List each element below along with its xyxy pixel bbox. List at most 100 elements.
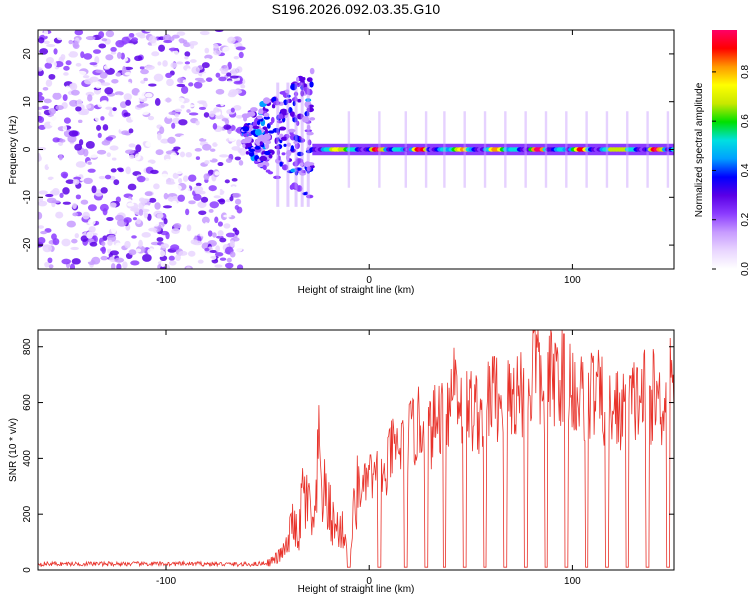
spectrogram-noise-blob <box>128 143 136 148</box>
spectrogram-noise-blob <box>127 202 135 207</box>
spectrogram-noise-blob <box>60 50 71 55</box>
spectrogram-noise-blob <box>124 240 131 249</box>
spectrogram-transition-blob <box>242 143 246 148</box>
spectrogram-noise-blob <box>67 134 77 143</box>
spectrogram-noise-blob <box>236 211 244 220</box>
spectrogram-noise-blob <box>185 208 190 216</box>
spectrogram-noise-blob <box>43 40 50 45</box>
spectrogram-noise-blob <box>156 237 164 242</box>
spectrogram-noise-blob <box>224 118 230 125</box>
spectrogram-noise-blob <box>98 43 107 49</box>
spectrogram-noise-blob <box>129 154 135 159</box>
spectrogram-noise-blob <box>212 122 218 130</box>
spectrogram-noise-blob <box>84 78 94 85</box>
spectrogram-transition-blob <box>263 116 270 120</box>
spectrogram-noise-blob <box>80 88 86 96</box>
spectrogram-noise-blob <box>199 30 210 36</box>
spectrogram-noise-blob <box>102 124 109 131</box>
spectrogram-noise-blob <box>197 201 207 209</box>
spectrogram-noise-blob <box>225 232 235 238</box>
spectrogram-transition-blob <box>282 109 286 116</box>
spectrogram-noise-blob <box>98 175 106 180</box>
spectrogram-noise-blob <box>173 223 182 229</box>
snr-series-line <box>38 330 674 568</box>
spectrogram-noise-blob <box>71 258 81 265</box>
spectrogram-transition-blob <box>242 126 250 132</box>
spectrogram-noise-blob <box>178 119 188 126</box>
spectrogram-noise-blob <box>106 152 111 158</box>
spectrogram-noise-blob <box>38 236 46 244</box>
spectrogram-noise-blob <box>157 113 164 118</box>
spectrogram-transition-blob <box>296 76 300 82</box>
spectrogram-noise-blob <box>38 37 45 44</box>
spectrogram-dropout-streak <box>544 111 548 188</box>
spectrogram-noise-blob <box>100 187 108 194</box>
spectrogram-noise-blob <box>136 175 146 183</box>
spectrogram-noise-blob <box>85 35 96 41</box>
spectrogram-noise-blob <box>94 56 100 65</box>
spectrogram-noise-blob <box>73 176 82 180</box>
spectrogram-noise-blob <box>70 246 79 251</box>
spectrogram-noise-blob <box>75 161 86 168</box>
snr-x-axis-label: Height of straight line (km) <box>298 584 415 595</box>
colorbar-tick-label: 0.8 <box>740 64 750 78</box>
spectrogram-noise-blob <box>47 163 58 168</box>
spectrogram-noise-blob <box>156 68 166 75</box>
spectrogram-noise-blob <box>179 151 186 158</box>
spectrogram-noise-blob <box>75 62 82 67</box>
spectrogram-noise-blob <box>168 47 179 51</box>
spectrogram-noise-blob <box>160 173 170 180</box>
spectrogram-noise-blob <box>125 166 131 175</box>
spectrogram-transition-blob <box>306 77 313 83</box>
spectrogram-noise-blob <box>63 117 71 124</box>
spectrogram-noise-blob <box>172 99 177 108</box>
spectrogram-noise-blob <box>162 60 168 67</box>
spectrogram-noise-blob <box>65 60 72 66</box>
spectrogram-noise-blob <box>91 256 101 265</box>
spectrogram-noise-blob <box>198 106 207 111</box>
spectrogram-noise-blob <box>56 32 64 41</box>
spectrogram-noise-blob <box>62 201 71 205</box>
spectrogram-noise-blob <box>203 173 210 181</box>
spectrogram-noise-blob <box>83 177 93 185</box>
spectrogram-noise-blob <box>174 113 180 118</box>
spectrogram-noise-blob <box>134 55 143 62</box>
spectrogram-noise-blob <box>138 197 145 203</box>
spectrogram-noise-blob <box>166 106 176 112</box>
spectrogram-noise-blob <box>50 209 56 215</box>
spectrogram-noise-blob <box>212 232 217 238</box>
spectrogram-noise-blob <box>47 257 53 264</box>
spectrogram-noise-blob <box>99 203 109 212</box>
spectrogram-x-tick-label: 100 <box>564 275 581 286</box>
spectrogram-noise-blob <box>233 133 240 137</box>
spectrogram-noise-blob <box>204 47 210 54</box>
snr-frame <box>37 329 675 571</box>
spectrogram-streak <box>294 82 298 207</box>
spectrogram-noise-blob <box>215 112 221 116</box>
spectrogram-noise-blob <box>147 213 152 221</box>
spectrogram-noise-blob <box>171 122 176 129</box>
spectrogram-noise-blob <box>201 72 210 79</box>
spectrogram-noise-blob <box>204 247 210 252</box>
spectrogram-noise-blob <box>217 230 224 237</box>
spectrogram-noise-blob <box>60 171 69 178</box>
spectrogram-noise-blob <box>59 192 64 198</box>
spectrogram-noise-blob <box>136 104 146 108</box>
spectrogram-noise-blob <box>197 79 206 83</box>
spectrogram-noise-blob <box>157 249 166 258</box>
spectrogram-noise-blob <box>205 37 211 43</box>
spectrogram-noise-blob <box>114 94 123 102</box>
spectrogram-noise-blob <box>141 232 151 238</box>
spectrogram-noise-blob <box>134 153 141 161</box>
spectrogram-noise-blob <box>109 250 119 256</box>
spectrogram-transition-blob <box>280 136 288 141</box>
spectrogram-noise-blob <box>82 61 88 70</box>
spectrogram-noise-blob <box>195 120 200 126</box>
spectrogram-noise-blob <box>235 114 243 119</box>
spectrogram-transition-blob <box>259 141 264 146</box>
spectrogram-noise-blob <box>235 245 243 252</box>
spectrogram-noise-blob <box>209 148 216 152</box>
snr-plot <box>38 330 674 568</box>
spectrogram-noise-blob <box>215 72 221 78</box>
spectrogram-noise-blob <box>235 46 246 51</box>
